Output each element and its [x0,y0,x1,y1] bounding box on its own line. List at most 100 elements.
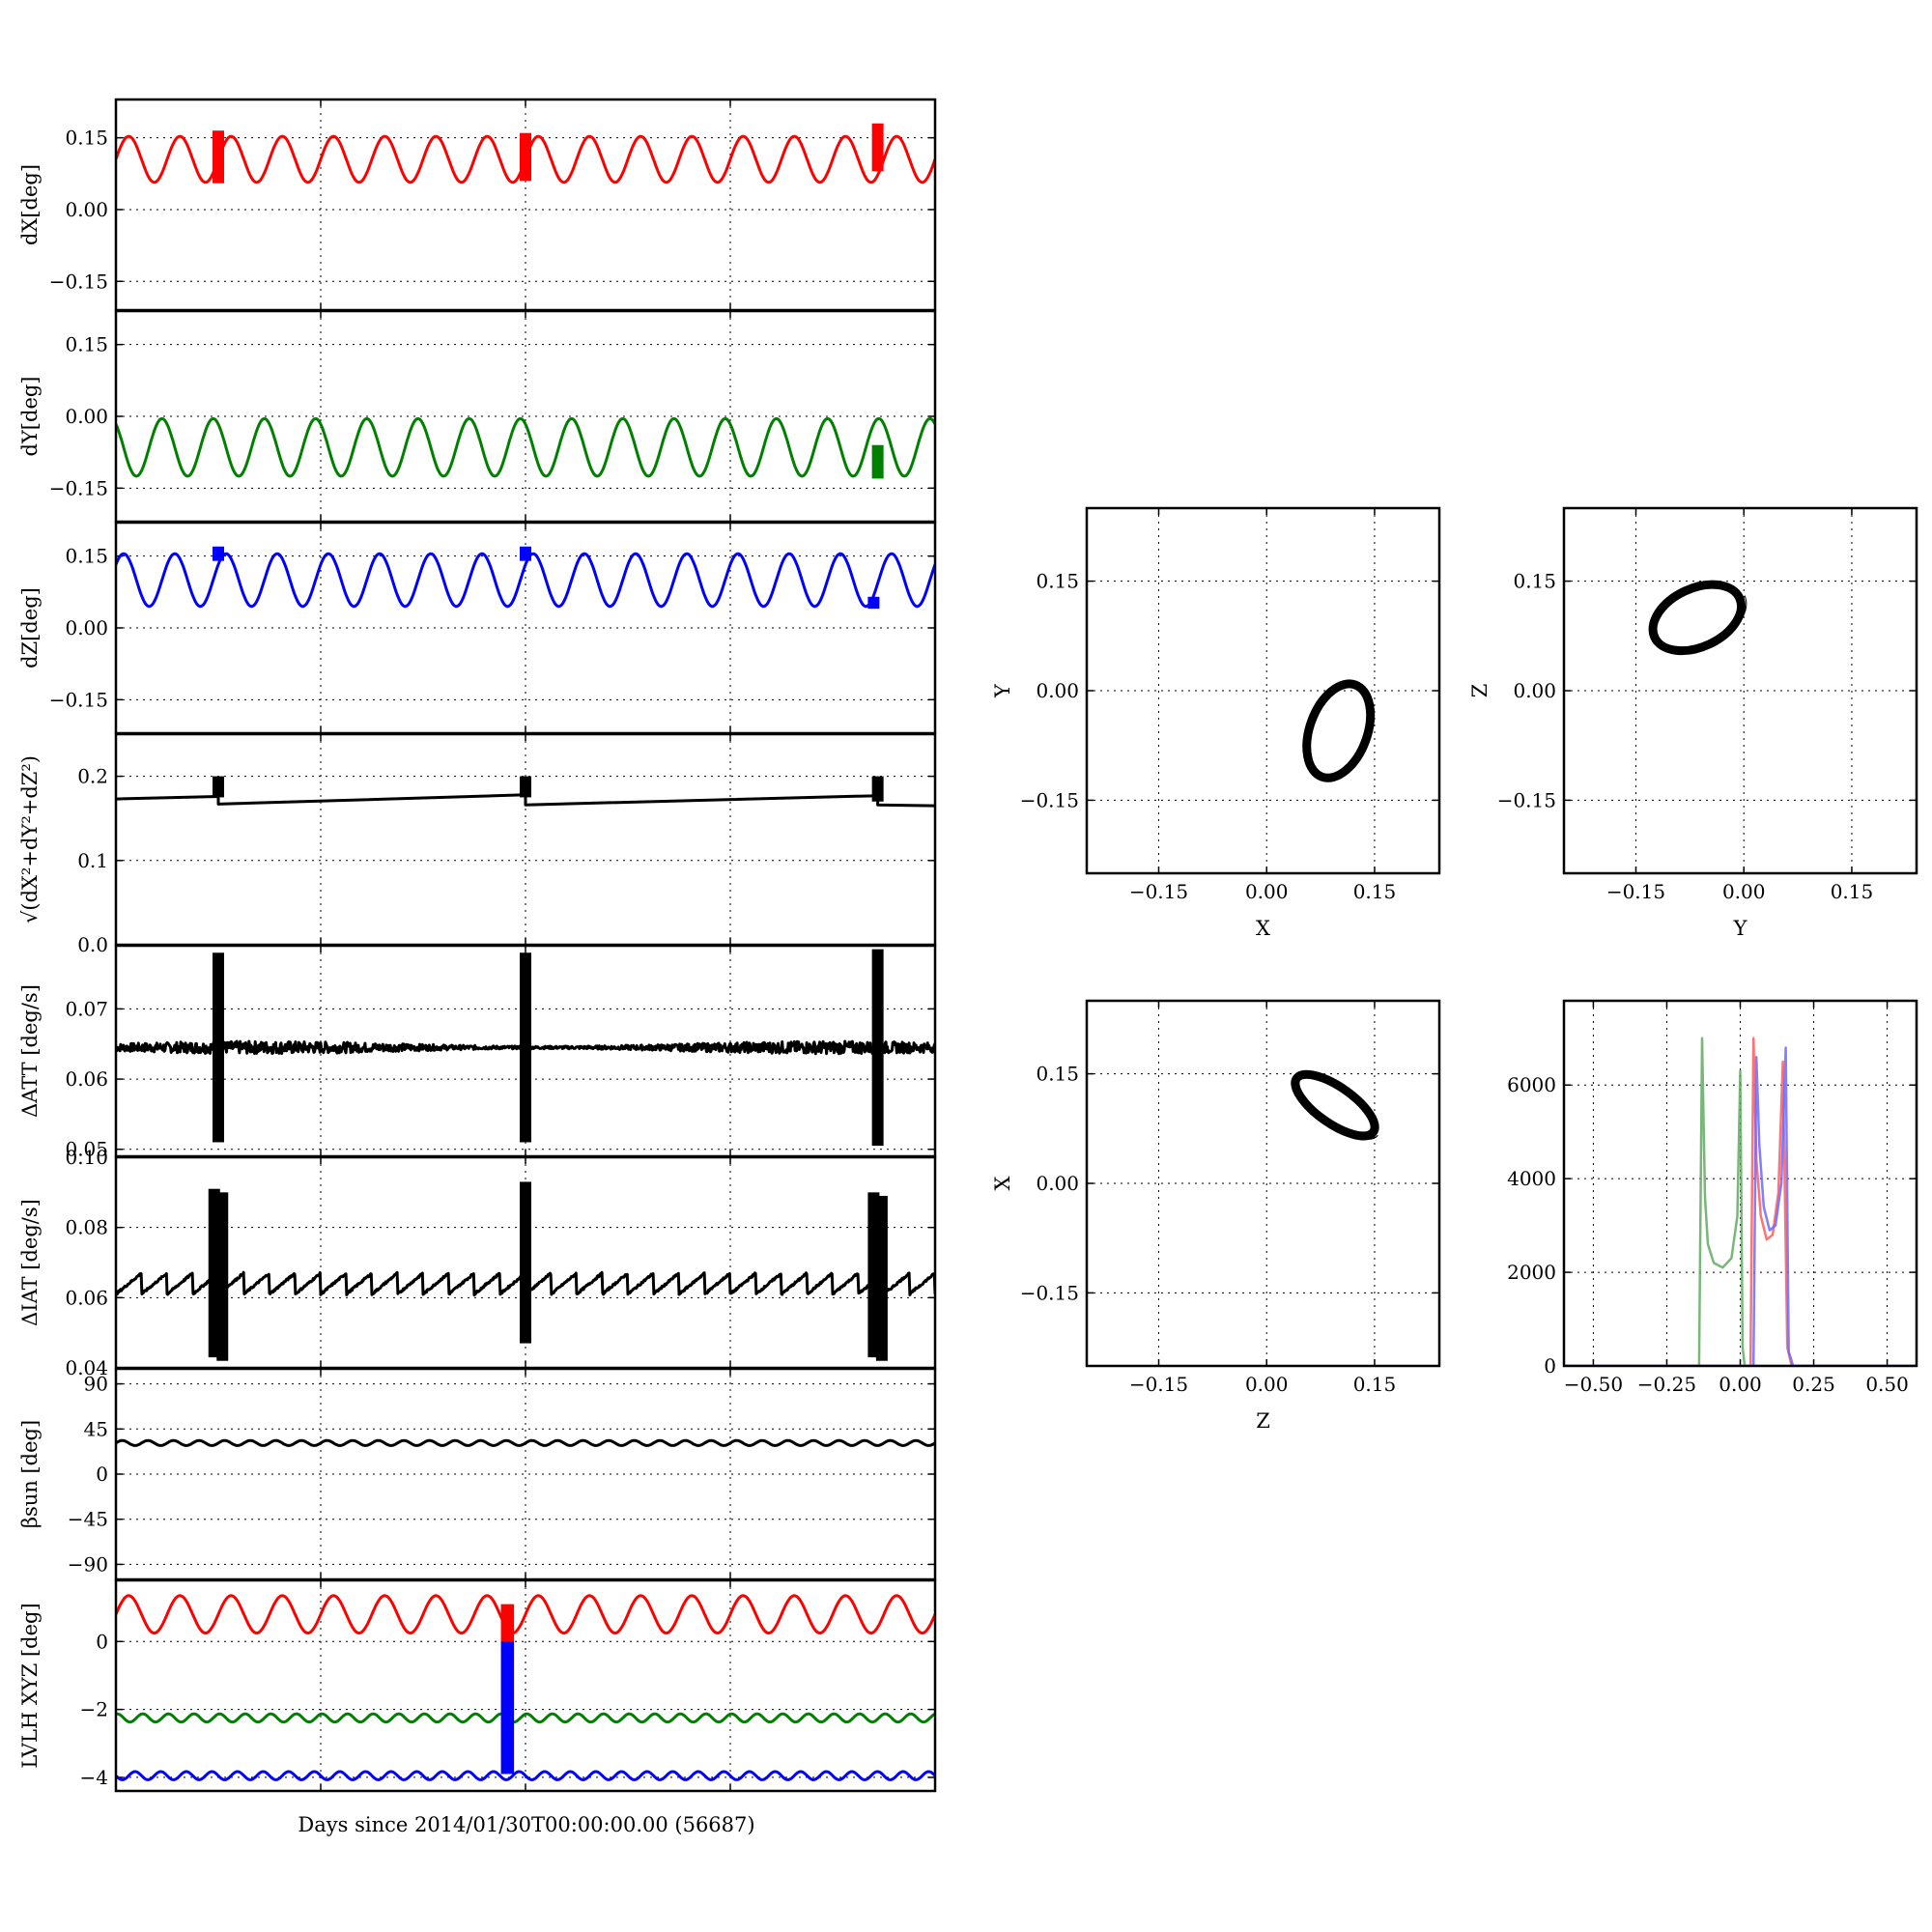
xtick-label: 0.15 [1831,880,1874,903]
spike-r-2 [871,776,884,802]
panel-dz: 0.15 0.00 −0.15 dZ[deg] [18,521,937,735]
series-line-lvlh-1 [116,1712,935,1724]
ytick-label: 0.0 [77,933,108,956]
grid-r [116,734,935,946]
xtick-label: 0.00 [1722,880,1766,903]
panel-beta: 90 45 0 −45 −90 βsun [deg] [18,1367,937,1581]
ytick-label: 2000 [1507,1261,1556,1284]
ylabel-lvlh: LVLH XYZ [deg] [18,1603,42,1768]
ytick-label: −0.15 [1497,788,1556,811]
spike-dz-1 [520,546,531,561]
ytick-label: 0.00 [65,405,108,428]
ylabel-dx: dX[deg] [18,164,42,245]
ylabel-dz: dZ[deg] [18,587,42,668]
ylabel-datt: ΔATT [deg/s] [18,984,42,1118]
ytick-label: −0.15 [49,476,108,499]
grid-dy [116,311,935,522]
xtick-label: 0.50 [1865,1373,1909,1396]
orbit-ellipse [1291,1069,1379,1141]
ytick-label: 0 [1544,1354,1556,1378]
orbit-ellipse [1648,580,1747,656]
data-dz [116,546,935,610]
xlabel-zx: Z [1256,1409,1270,1433]
ytick-label: 0 [96,1630,108,1653]
series-line-hist-2 [1564,1046,1917,1366]
data-dy [116,417,935,479]
panel-dy: 0.15 0.00 −0.15 dY[deg] [18,309,937,524]
axes-frame-lvlh [114,1578,937,1793]
data-xy [1302,679,1376,782]
axes-frame-dx [114,98,937,312]
grid-beta [116,1369,935,1579]
xtick-label: 0.15 [1353,880,1397,903]
xlabel-yz: Y [1733,917,1748,940]
spike-dy-0 [871,444,884,479]
xlabel-xy: X [1256,917,1270,940]
spike-datt-1 [520,952,531,1143]
ytick-label: 0.00 [1036,679,1079,702]
ytick-label: 6000 [1507,1073,1556,1096]
grid-zx [1087,1001,1439,1366]
ytick-label: 0.06 [65,1286,108,1309]
ytick-label: 0.06 [65,1067,108,1091]
spike-datt-2 [871,949,884,1147]
ytick-label: 4000 [1507,1167,1556,1190]
data-r [116,776,935,808]
series-line-dy-0 [116,417,935,478]
figure-xlabel: Days since 2014/01/30T00:00:00.00 (56687… [298,1813,754,1836]
ytick-label: −45 [68,1508,108,1531]
spike-dx-2 [871,123,884,172]
ytick-label: −2 [80,1698,108,1721]
panel-datt: 0.07 0.06 0.05 ΔATT [deg/s] [18,944,937,1161]
ylabel-xy: Y [991,683,1014,698]
panel-yz: 0.15 0.00 −0.15 −0.15 0.00 0.15 Z Y [1468,506,1918,940]
ylabel-diat: ΔIAT [deg/s] [18,1199,42,1326]
axes-frame-xy [1085,506,1441,875]
data-beta [116,1438,935,1447]
spike-r-0 [213,776,224,798]
grid-dx [116,99,935,310]
series-line-lvlh-2 [116,1770,935,1781]
orbit-trace [1290,1070,1380,1140]
ylabel-beta: βsun [deg] [18,1420,42,1528]
ytick-label: −0.15 [1020,1281,1079,1304]
xtick-label: 0.00 [1245,1373,1289,1396]
ytick-label: 0.00 [1513,679,1556,702]
xtick-label: −0.15 [1129,1373,1188,1396]
ytick-label: 0.15 [1036,570,1079,593]
spike-dz-2 [867,596,880,610]
data-yz [1647,580,1747,656]
ytick-label: 0.00 [1036,1172,1079,1195]
orbit-trace [1647,581,1747,654]
ylabel-r: √(dX²+dY²+dZ²) [18,755,42,923]
data-zx [1290,1069,1380,1141]
data-lvlh [116,1594,935,1781]
xtick-label: −0.25 [1637,1373,1696,1396]
data-hist [1564,1037,1917,1366]
spike-diat-4 [875,1195,888,1361]
axes-frame-hist [1562,999,1918,1368]
xtick-label: −0.15 [1129,880,1188,903]
ytick-label: −0.15 [1020,788,1079,811]
panel-zx: 0.15 0.00 −0.15 −0.15 0.00 0.15 X Z [991,999,1441,1433]
ytick-label: 0.2 [77,765,108,788]
axes-frame-r [114,732,937,947]
ytick-label: 0.15 [1513,570,1556,593]
axes-frame-yz [1562,506,1918,875]
data-dx [116,123,935,185]
ylabel-zx: X [991,1176,1014,1190]
panel-r: 0.2 0.1 0.0 √(dX²+dY²+dZ²) [18,732,937,956]
spike-dz-0 [213,546,224,561]
ylabel-yz: Z [1468,684,1492,698]
axes-frame-zx [1085,999,1441,1368]
bar-lvlh-1 [500,1641,515,1775]
spike-dx-0 [213,130,224,184]
ytick-label: 0.05 [65,1138,108,1161]
ytick-label: 0.1 [77,849,108,872]
ytick-label: 0.00 [65,616,108,639]
panel-diat: 0.10 0.08 0.06 0.04 ΔIAT [deg/s] [18,1146,937,1379]
ytick-label: 0.15 [1036,1063,1079,1086]
ytick-label: 0.07 [65,997,108,1020]
ylabel-dy: dY[deg] [18,376,42,456]
